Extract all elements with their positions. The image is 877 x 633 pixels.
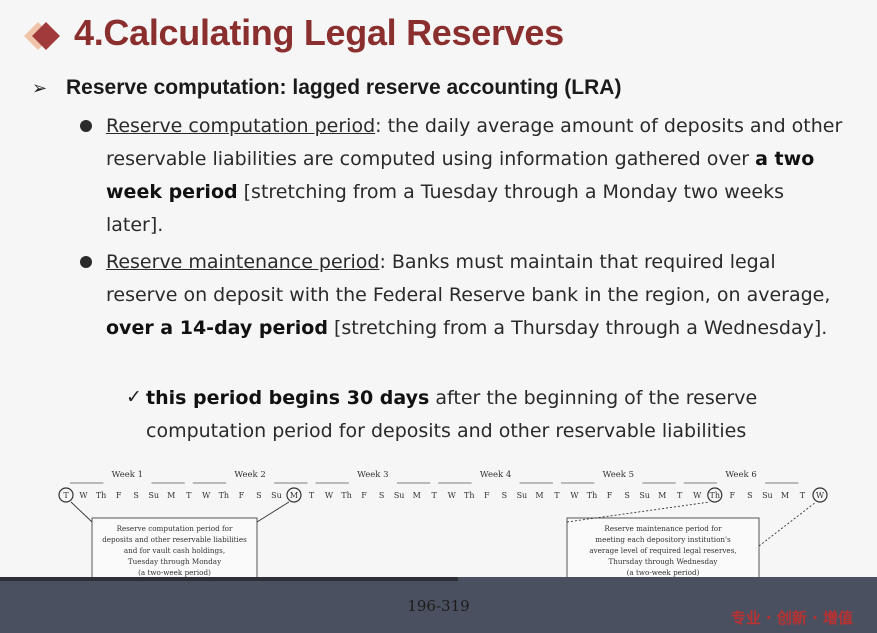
page-number: 196-319	[407, 597, 470, 615]
subpoint-bold-text: this period begins 30 days	[146, 387, 430, 409]
day-label: T	[309, 491, 315, 500]
computation-period-note-line: Reserve computation period for	[117, 524, 233, 533]
week-label: Week 3	[357, 470, 388, 480]
computation-period-note-line: and for vault cash holdings,	[124, 546, 225, 555]
bullet-text: : the daily average amount of deposits a…	[106, 115, 843, 170]
day-label: Th	[341, 491, 352, 500]
day-label: S	[624, 491, 629, 500]
day-label: Th	[219, 491, 230, 500]
day-label: F	[607, 491, 613, 500]
bullet-computation-period: Reserve computation period: the daily av…	[106, 110, 846, 242]
day-label: F	[484, 491, 490, 500]
slide-title: 4.Calculating Legal Reserves	[74, 12, 564, 53]
computation-period-note-line: deposits and other reservable liabilitie…	[102, 535, 247, 544]
day-label: Th	[96, 491, 107, 500]
day-label: W	[325, 491, 334, 500]
day-label: S	[502, 491, 507, 500]
term-maintenance-period: Reserve maintenance period	[106, 251, 380, 273]
connector-arrow	[256, 501, 290, 523]
day-label: Th	[587, 491, 598, 500]
maintenance-period-note-line: Thursday through Wednesday	[608, 557, 718, 566]
day-label: S	[133, 491, 138, 500]
week-label: Week 5	[603, 470, 634, 480]
day-circle	[812, 487, 828, 503]
maintenance-period-note-line: Reserve maintenance period for	[604, 524, 722, 533]
subpoint: this period begins 30 days after the beg…	[146, 382, 846, 448]
week-label: Week 6	[725, 470, 756, 480]
computation-period-note-line: (a two-week period)	[138, 568, 211, 577]
title-diamond-icon	[24, 22, 60, 50]
maintenance-period-note-line: (a two-week period)	[627, 568, 700, 577]
day-label: S	[747, 491, 752, 500]
day-label: W	[693, 491, 702, 500]
connector-arrow	[566, 501, 710, 523]
maintenance-period-note-line: average level of required legal reserves…	[589, 546, 736, 555]
day-label: T	[677, 491, 683, 500]
week-label: Week 4	[480, 470, 511, 480]
section-heading-row: ➢ Reserve computation: lagged reserve ac…	[32, 75, 621, 101]
day-label: T	[432, 491, 438, 500]
day-label: M	[658, 491, 666, 500]
day-label: M	[535, 491, 543, 500]
day-label: T	[186, 491, 192, 500]
day-label: W	[79, 491, 88, 500]
day-label: F	[116, 491, 122, 500]
day-label: Su	[271, 491, 282, 500]
bullet-icon	[80, 256, 92, 268]
day-label: T	[63, 491, 69, 500]
timeline-figure: T W Th F S Su M T W Th F S Su M T W Th F S Su M T W Th F S Su M T W Th…	[58, 470, 828, 585]
computation-period-note-box	[91, 517, 258, 585]
day-label: M	[290, 491, 298, 500]
week-label: Week 1	[112, 470, 143, 480]
day-label: F	[730, 491, 736, 500]
day-circle	[707, 487, 723, 503]
day-circle	[286, 487, 302, 503]
footer-accent-line	[0, 577, 458, 581]
day-label: F	[239, 491, 245, 500]
day-circle	[58, 487, 74, 503]
bullet-text: [stretching from a Tuesday through a Mon…	[106, 181, 785, 236]
day-label: W	[570, 491, 579, 500]
day-label: Su	[517, 491, 528, 500]
footer-slogan: 专业 · 创新 · 增值	[730, 609, 853, 627]
day-label: Su	[762, 491, 773, 500]
bullet-text: : Banks must maintain that required lega…	[106, 251, 831, 306]
day-label: W	[448, 491, 457, 500]
computation-period-note-line: Tuesday through Monday	[128, 557, 222, 566]
checkmark-icon: ✓	[126, 386, 142, 408]
subpoint-text: after the beginning of the reserve compu…	[146, 387, 758, 442]
footer-bar: 196-319 专业 · 创新 · 增值	[0, 577, 877, 633]
day-label: W	[202, 491, 211, 500]
connector-arrow	[758, 501, 817, 547]
bullet-text: [stretching from a Thursday through a We…	[327, 317, 828, 339]
section-heading: Reserve computation: lagged reserve acco…	[66, 76, 622, 99]
day-label: F	[361, 491, 367, 500]
day-label: M	[167, 491, 175, 500]
bullet-icon	[80, 120, 92, 132]
term-computation-period: Reserve computation period	[106, 115, 376, 137]
week-label: Week 2	[234, 470, 265, 480]
arrow-bullet-icon: ➢	[32, 77, 48, 99]
maintenance-period-note-box	[566, 517, 760, 585]
day-label: Th	[710, 491, 721, 500]
connector-arrow	[70, 501, 93, 523]
day-label: S	[379, 491, 384, 500]
day-label: W	[816, 491, 825, 500]
day-label: Su	[639, 491, 650, 500]
day-label: Su	[394, 491, 405, 500]
maintenance-period-note-line: meeting each depository institution's	[595, 535, 731, 544]
bullet-bold-text: over a 14-day period	[106, 317, 328, 339]
day-label: M	[781, 491, 789, 500]
day-label: M	[413, 491, 421, 500]
day-label: T	[800, 491, 806, 500]
day-label: T	[554, 491, 560, 500]
bullet-maintenance-period: Reserve maintenance period: Banks must m…	[106, 246, 846, 345]
day-label: Th	[464, 491, 475, 500]
day-label: Su	[148, 491, 159, 500]
day-label: S	[256, 491, 261, 500]
bullet-bold-text: a two week period	[106, 148, 815, 203]
